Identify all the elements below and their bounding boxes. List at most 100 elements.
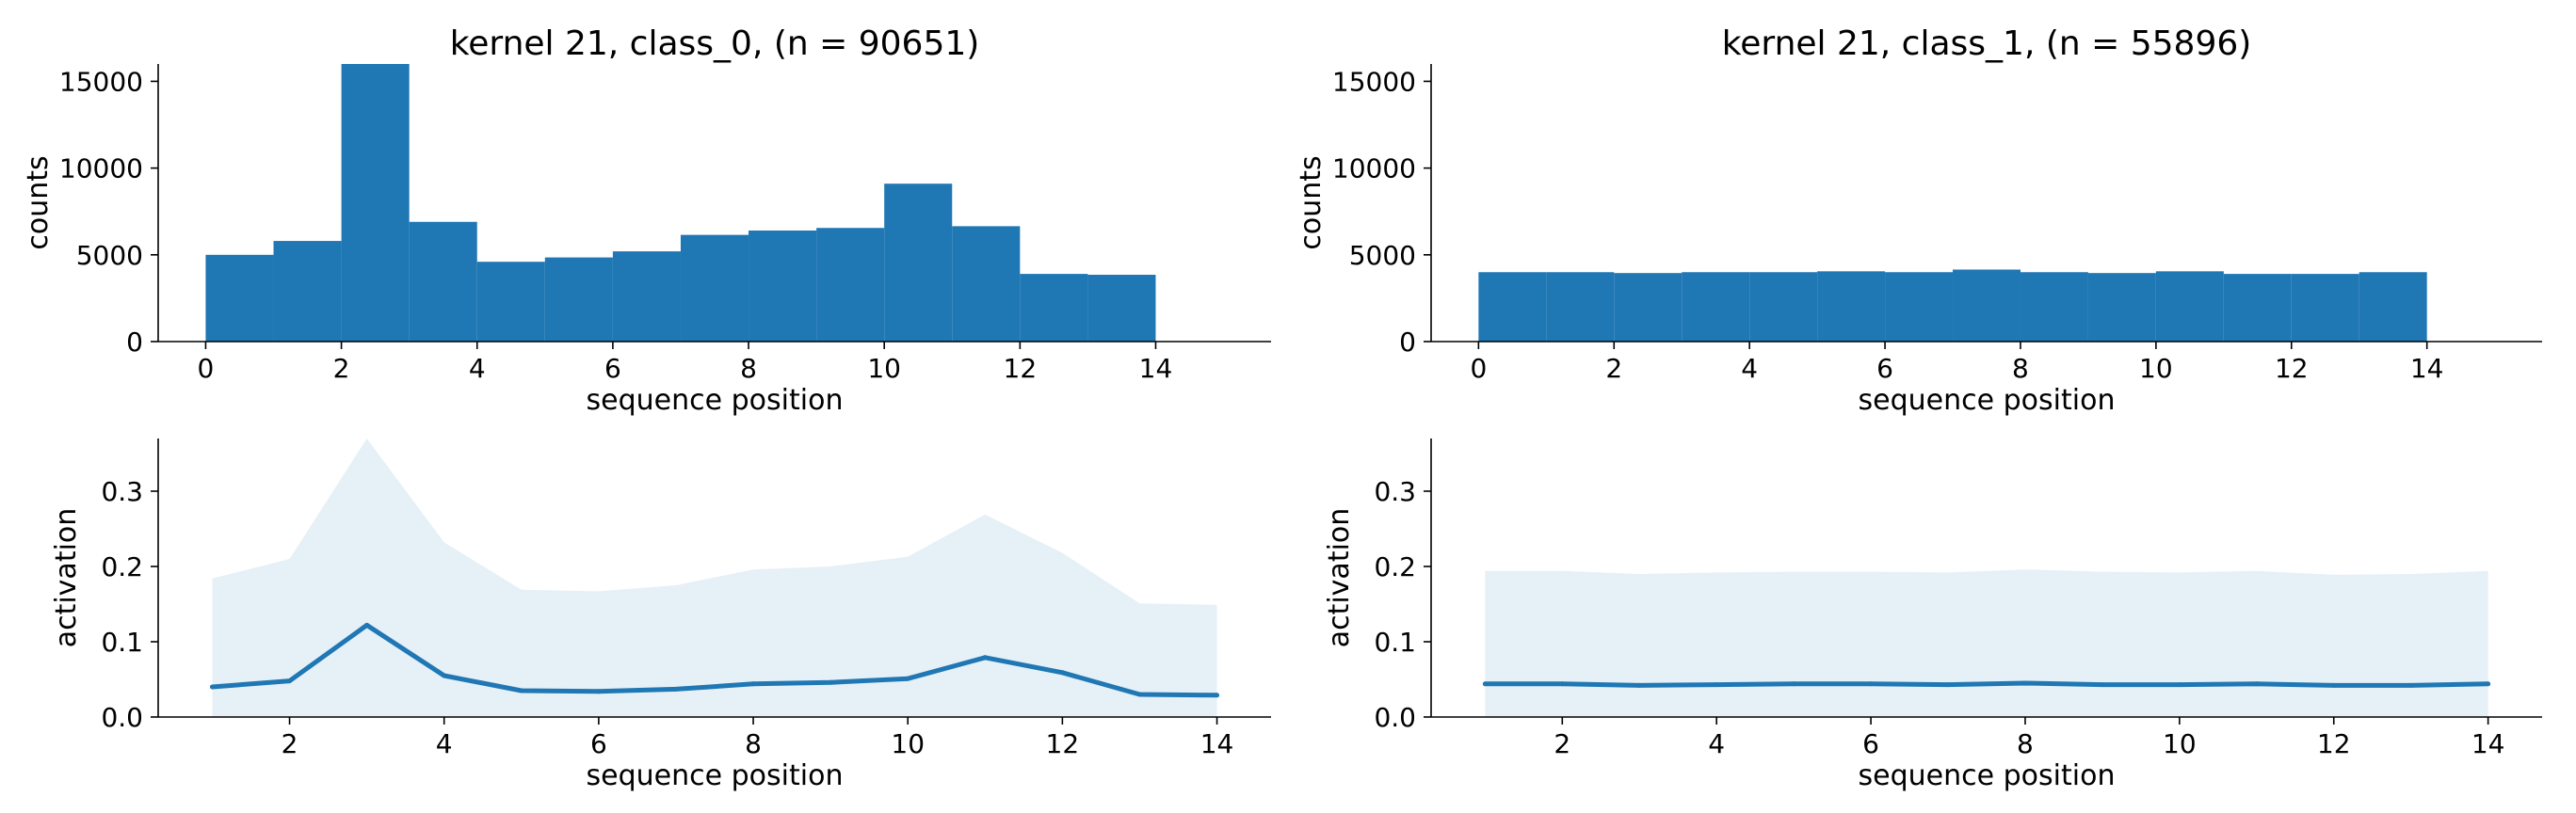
y-tick-label: 0.2 bbox=[101, 551, 143, 582]
x-tick-label: 0 bbox=[198, 353, 215, 384]
x-axis-label: sequence position bbox=[587, 759, 844, 792]
histogram-bar bbox=[1546, 272, 1615, 342]
x-tick-label: 14 bbox=[1139, 353, 1173, 384]
histogram-bar bbox=[1817, 271, 1886, 342]
chart-title: kernel 21, class_1, (n = 55896) bbox=[1722, 24, 2252, 63]
x-tick-label: 6 bbox=[1862, 728, 1879, 759]
activation-point bbox=[1215, 693, 1220, 698]
x-tick-label: 8 bbox=[745, 728, 762, 759]
activation-point bbox=[1059, 670, 1065, 676]
histogram-bar bbox=[273, 241, 342, 342]
activation-point bbox=[2408, 682, 2414, 688]
y-tick-label: 5000 bbox=[76, 240, 143, 271]
y-axis-label: counts bbox=[22, 155, 55, 249]
activation-band bbox=[1485, 569, 2488, 717]
x-tick-label: 8 bbox=[2017, 728, 2034, 759]
x-tick-label: 12 bbox=[1004, 353, 1038, 384]
activation-point bbox=[828, 679, 833, 685]
activation-point bbox=[519, 688, 524, 693]
y-tick-label: 15000 bbox=[59, 66, 143, 97]
x-tick-label: 8 bbox=[2012, 353, 2029, 384]
histogram-bar bbox=[1478, 272, 1547, 342]
y-tick-label: 0 bbox=[1399, 327, 1416, 358]
x-tick-label: 4 bbox=[436, 728, 453, 759]
y-tick-label: 0.3 bbox=[1374, 476, 1416, 507]
activation-point bbox=[2100, 682, 2105, 688]
histogram-bar bbox=[1953, 269, 2021, 342]
y-tick-label: 10000 bbox=[1332, 153, 1416, 184]
y-tick-label: 0.1 bbox=[1374, 627, 1416, 658]
y-tick-label: 5000 bbox=[1349, 240, 1416, 271]
activation-point bbox=[1791, 681, 1796, 687]
histogram-bar bbox=[476, 262, 545, 342]
histogram-bar bbox=[341, 64, 410, 342]
y-tick-label: 0.1 bbox=[101, 627, 143, 658]
x-tick-label: 14 bbox=[1200, 728, 1234, 759]
x-tick-label: 12 bbox=[2275, 353, 2309, 384]
x-tick-label: 6 bbox=[604, 353, 621, 384]
x-tick-label: 10 bbox=[2163, 728, 2197, 759]
y-axis-label: counts bbox=[1295, 155, 1328, 249]
activation-point bbox=[2177, 682, 2182, 688]
histogram-bar bbox=[816, 228, 885, 342]
x-axis-label: sequence position bbox=[1859, 759, 2116, 792]
x-axis-label: sequence position bbox=[587, 384, 844, 417]
activation-point bbox=[2486, 681, 2491, 687]
subplot-2: 2 4 6 8 10 12 14 0.0 0.1 0.2 0.3 sequence position a… bbox=[50, 438, 1271, 792]
histogram-bar bbox=[2155, 271, 2224, 342]
y-tick-label: 15000 bbox=[1332, 66, 1416, 97]
histogram-bar bbox=[1885, 272, 1954, 342]
activation-point bbox=[364, 622, 370, 628]
x-tick-label: 0 bbox=[1470, 353, 1487, 384]
x-tick-label: 8 bbox=[740, 353, 757, 384]
activation-point bbox=[750, 681, 756, 687]
x-tick-label: 2 bbox=[282, 728, 298, 759]
x-tick-label: 10 bbox=[867, 353, 901, 384]
activation-point bbox=[209, 684, 215, 690]
activation-band bbox=[212, 438, 1217, 717]
activation-point bbox=[442, 673, 447, 678]
histogram-bar bbox=[1749, 272, 1818, 342]
activation-line bbox=[1485, 680, 2488, 688]
histogram-bar bbox=[2087, 273, 2156, 342]
activation-point bbox=[287, 678, 293, 684]
activation-point bbox=[1868, 681, 1874, 687]
subplot-0: 0 2 4 6 8 10 12 14 0 5000 10000 15000 sequence posit… bbox=[22, 24, 1271, 417]
x-tick-label: 4 bbox=[1708, 728, 1725, 759]
subplot-1: 0 2 4 6 8 10 12 14 0 5000 10000 15000 sequence posit… bbox=[1295, 24, 2542, 417]
activation-point bbox=[2331, 682, 2337, 688]
chart-title: kernel 21, class_0, (n = 90651) bbox=[450, 24, 980, 63]
x-tick-label: 2 bbox=[1605, 353, 1622, 384]
y-tick-label: 0.3 bbox=[101, 476, 143, 507]
activation-point bbox=[2254, 681, 2260, 687]
y-tick-label: 0.0 bbox=[101, 702, 143, 733]
y-tick-label: 0.2 bbox=[1374, 551, 1416, 582]
activation-point bbox=[1559, 681, 1565, 687]
x-tick-label: 4 bbox=[469, 353, 486, 384]
x-tick-label: 2 bbox=[1554, 728, 1570, 759]
histogram-bar bbox=[612, 251, 681, 342]
activation-point bbox=[1482, 681, 1488, 687]
histogram-bar bbox=[2223, 274, 2292, 342]
histogram-bar bbox=[409, 221, 477, 342]
activation-point bbox=[2022, 680, 2028, 686]
histogram-bar bbox=[1614, 273, 1682, 342]
y-tick-label: 0 bbox=[126, 327, 143, 358]
y-tick-label: 10000 bbox=[59, 153, 143, 184]
x-tick-label: 12 bbox=[2317, 728, 2351, 759]
activation-point bbox=[596, 689, 602, 694]
x-tick-label: 14 bbox=[2410, 353, 2444, 384]
histogram-bar bbox=[884, 183, 953, 342]
activation-point bbox=[905, 676, 910, 681]
histogram-bar bbox=[1682, 272, 1750, 342]
histogram-bar bbox=[680, 234, 749, 342]
subplot-3: 2 4 6 8 10 12 14 0.0 0.1 0.2 0.3 sequence position a… bbox=[1323, 438, 2542, 792]
activation-point bbox=[1945, 682, 1951, 688]
x-tick-label: 12 bbox=[1046, 728, 1080, 759]
histogram-bar bbox=[544, 257, 613, 342]
x-tick-label: 10 bbox=[891, 728, 925, 759]
x-tick-label: 4 bbox=[1741, 353, 1758, 384]
activation-point bbox=[673, 686, 679, 692]
y-axis-label: activation bbox=[50, 508, 83, 648]
